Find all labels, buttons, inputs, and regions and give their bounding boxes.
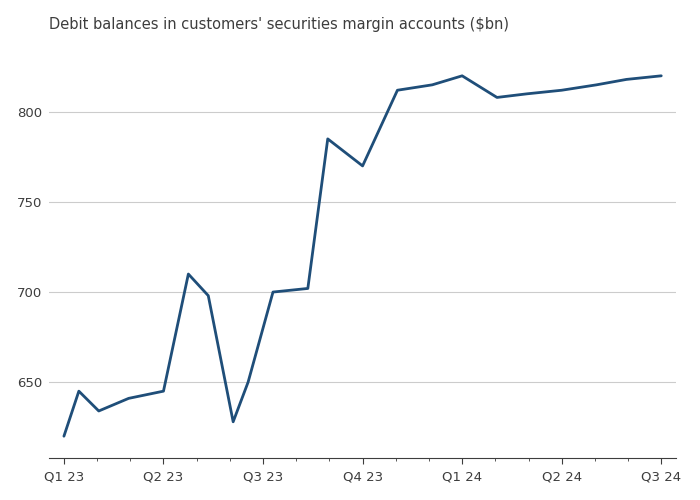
Text: Debit balances in customers' securities margin accounts ($bn): Debit balances in customers' securities … [49,16,509,32]
